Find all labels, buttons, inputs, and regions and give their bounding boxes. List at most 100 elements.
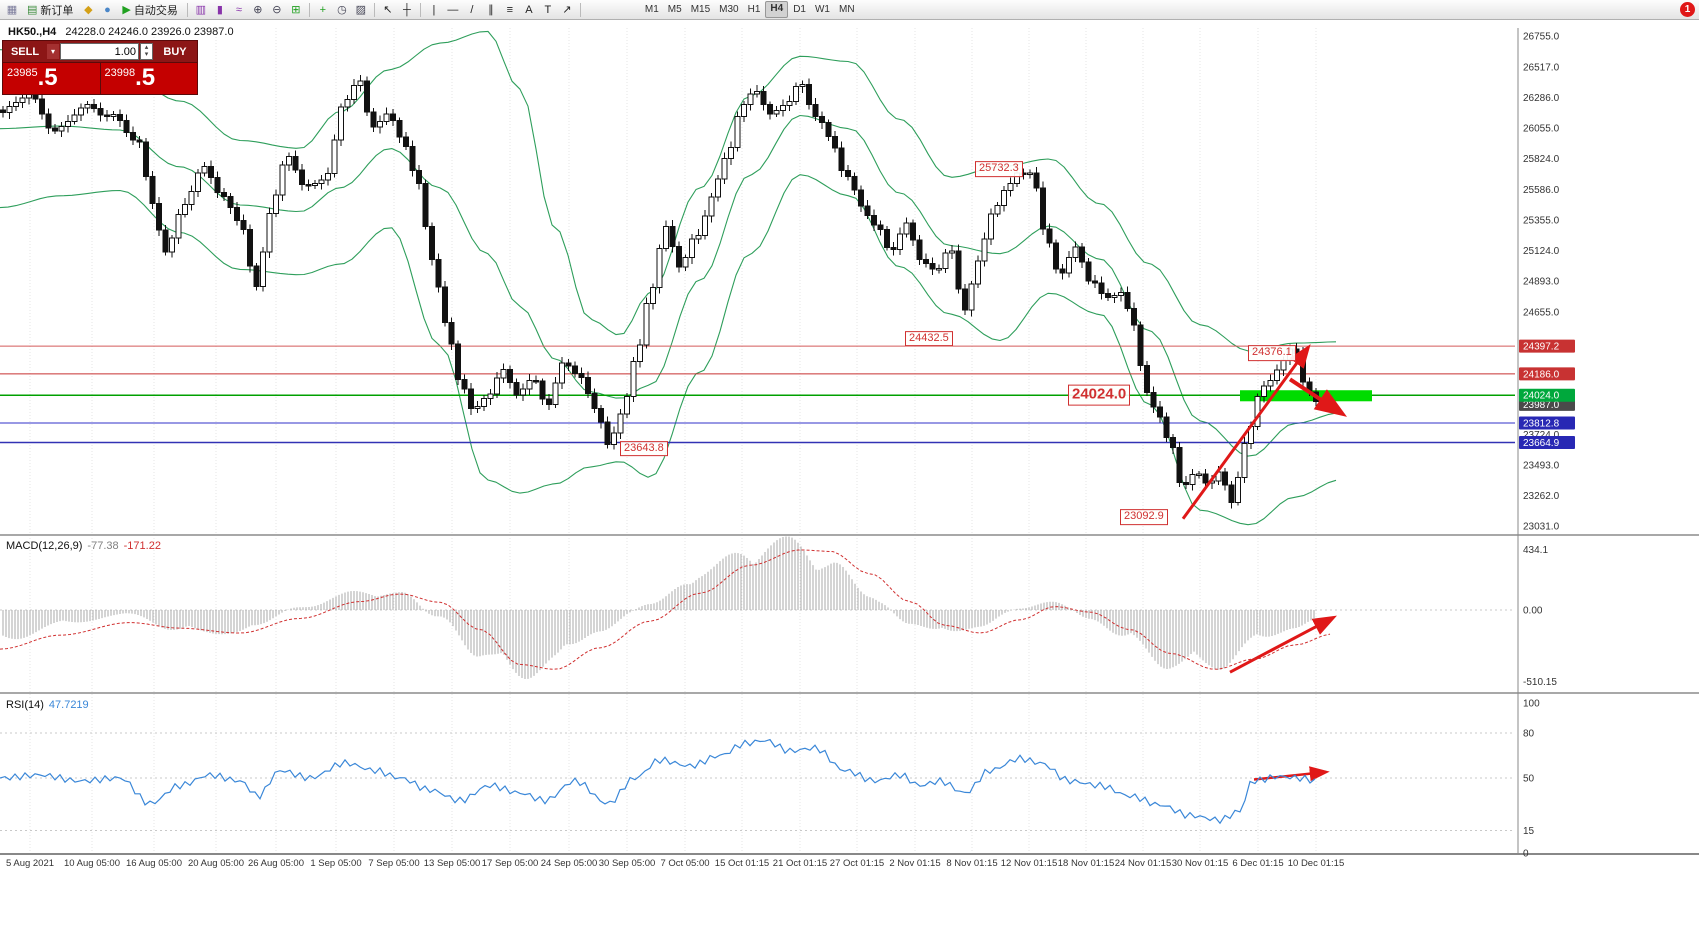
chart-canvas[interactable]: 26755.0 26517.0 26286.0 26055.0 25824.0 25586…: [0, 20, 1699, 942]
timeframe-button-m15[interactable]: M15: [690, 4, 711, 15]
svg-text:24024.0: 24024.0: [1523, 391, 1560, 402]
svg-text:7 Sep 05:00: 7 Sep 05:00: [368, 858, 419, 869]
price-callout[interactable]: 23092.9: [1120, 508, 1168, 525]
svg-text:26755.0: 26755.0: [1523, 31, 1560, 42]
svg-text:25824.0: 25824.0: [1523, 154, 1560, 165]
rsi-line: [0, 738, 1316, 825]
metaeditor-icon-glyph: ◆: [84, 3, 93, 16]
tile-windows-icon-glyph: ⊞: [291, 3, 301, 16]
indicators-add-icon[interactable]: +: [314, 2, 332, 18]
svg-text:0: 0: [1523, 849, 1529, 860]
price-axis: 26755.0 26517.0 26286.0 26055.0 25824.0 25586…: [1523, 31, 1560, 859]
zoom-out-icon[interactable]: ⊖: [268, 2, 286, 18]
timeframe-button-d1[interactable]: D1: [793, 4, 806, 15]
crosshair-icon[interactable]: ┼: [398, 2, 416, 18]
notifications-badge[interactable]: 1: [1680, 2, 1695, 17]
text-icon[interactable]: A: [520, 2, 538, 18]
fibonacci-retracement-icon[interactable]: ≡: [501, 2, 519, 18]
periods-clock-icon-glyph: ◷: [337, 3, 347, 16]
price-callout[interactable]: 23643.8: [620, 440, 668, 457]
trade-panel-prices: 23985 .5 23998 .5: [3, 62, 197, 94]
macd-value: -77.38: [87, 540, 119, 552]
price-callout[interactable]: 25732.3: [975, 160, 1023, 177]
horizontal-line-icon[interactable]: —: [444, 2, 462, 18]
bollinger-bands: [0, 30, 1337, 526]
svg-text:100: 100: [1523, 699, 1540, 710]
price-callout[interactable]: 24376.1: [1248, 345, 1296, 361]
buy-price-pips: .5: [135, 64, 156, 91]
timeframe-button-mn[interactable]: MN: [838, 4, 855, 15]
svg-text:30 Sep 05:00: 30 Sep 05:00: [599, 858, 656, 869]
rsi-indicator-label: RSI(14) 47.7219: [6, 699, 89, 711]
volume-up-icon[interactable]: ▴: [144, 44, 149, 51]
equidistant-channel-icon[interactable]: ∥: [482, 2, 500, 18]
bar-chart-type-icon[interactable]: ▥: [192, 2, 210, 18]
volume-down-icon[interactable]: ▾: [144, 51, 149, 58]
sell-price-main: 23985: [7, 67, 38, 79]
svg-text:1 Sep 05:00: 1 Sep 05:00: [310, 858, 361, 869]
chart-window-icon[interactable]: ▦: [3, 2, 21, 18]
svg-text:2 Nov 01:15: 2 Nov 01:15: [889, 858, 940, 869]
candlesticks: [0, 75, 1319, 509]
macd-histogram: [2, 536, 1315, 680]
svg-text:5 Aug 2021: 5 Aug 2021: [6, 858, 54, 869]
text-label-icon-glyph: T: [544, 3, 552, 16]
grid: [0, 28, 1515, 853]
buy-price-button[interactable]: 23998 .5: [100, 63, 197, 94]
buy-button[interactable]: BUY: [163, 45, 187, 58]
text-label-icon[interactable]: T: [539, 2, 557, 18]
svg-text:26055.0: 26055.0: [1523, 124, 1560, 135]
chart-window-icon-glyph: ▦: [6, 3, 18, 16]
new-order-button-label: 新订单: [40, 4, 74, 17]
timeframe-button-w1[interactable]: W1: [814, 4, 830, 15]
volume-dropdown-icon[interactable]: ▾: [47, 44, 59, 59]
sell-price-button[interactable]: 23985 .5: [3, 63, 100, 94]
cursor-icon[interactable]: ↖: [379, 2, 397, 18]
rsi-name: RSI(14): [6, 699, 44, 711]
price-callout[interactable]: 24024.0: [1068, 384, 1131, 406]
periods-clock-icon[interactable]: ◷: [333, 2, 351, 18]
candlestick-chart-type-icon-glyph: ▮: [216, 3, 223, 16]
svg-text:26286.0: 26286.0: [1523, 93, 1560, 104]
svg-text:80: 80: [1523, 729, 1535, 740]
svg-text:434.1: 434.1: [1523, 545, 1548, 556]
svg-text:24 Sep 05:00: 24 Sep 05:00: [541, 858, 598, 869]
indicators-add-icon-glyph: +: [319, 3, 327, 16]
timeframe-button-h4[interactable]: H4: [765, 1, 789, 18]
price-callout[interactable]: 24432.5: [905, 330, 953, 347]
arrows-tool-icon[interactable]: ↗: [558, 2, 576, 18]
timeframe-button-m1[interactable]: M1: [644, 4, 659, 15]
chart-area: 26755.0 26517.0 26286.0 26055.0 25824.0 25586…: [0, 20, 1699, 942]
market-watch-icon[interactable]: ●: [98, 2, 116, 18]
sell-button[interactable]: SELL: [10, 45, 40, 58]
timeframe-button-m5[interactable]: M5: [667, 4, 682, 15]
vertical-line-icon-glyph: |: [432, 3, 436, 16]
timeframe-button-h1[interactable]: H1: [747, 4, 761, 15]
line-chart-type-icon[interactable]: ≈: [230, 2, 248, 18]
svg-text:-510.15: -510.15: [1523, 677, 1557, 688]
vertical-line-icon[interactable]: |: [425, 2, 443, 18]
trendline-icon-glyph: /: [470, 3, 474, 16]
horizontal-line-icon-glyph: —: [447, 3, 459, 16]
cursor-icon-glyph: ↖: [383, 3, 393, 16]
new-order-button[interactable]: ▤ 新订单: [22, 2, 78, 18]
candlestick-chart-type-icon[interactable]: ▮: [211, 2, 229, 18]
svg-text:7 Oct 05:00: 7 Oct 05:00: [660, 858, 709, 869]
templates-icon[interactable]: ▨: [352, 2, 370, 18]
timeframe-button-m30[interactable]: M30: [719, 4, 739, 15]
tile-windows-icon[interactable]: ⊞: [287, 2, 305, 18]
svg-text:17 Sep 05:00: 17 Sep 05:00: [482, 858, 539, 869]
trade-panel-header: SELL ▾ ▴ ▾ BUY: [3, 41, 197, 62]
svg-text:15 Oct 01:15: 15 Oct 01:15: [715, 858, 769, 869]
autotrade-button[interactable]: ▶ 自动交易: [117, 2, 182, 18]
svg-text:27 Oct 01:15: 27 Oct 01:15: [830, 858, 884, 869]
volume-stepper: ▴ ▾: [140, 43, 153, 60]
zoom-in-icon[interactable]: ⊕: [249, 2, 267, 18]
trendline-icon[interactable]: /: [463, 2, 481, 18]
svg-text:0.00: 0.00: [1523, 606, 1543, 617]
svg-text:24 Nov 01:15: 24 Nov 01:15: [1115, 858, 1172, 869]
autotrade-button-glyph: ▶: [122, 4, 131, 16]
volume-input[interactable]: [60, 43, 139, 60]
metaeditor-icon[interactable]: ◆: [79, 2, 97, 18]
